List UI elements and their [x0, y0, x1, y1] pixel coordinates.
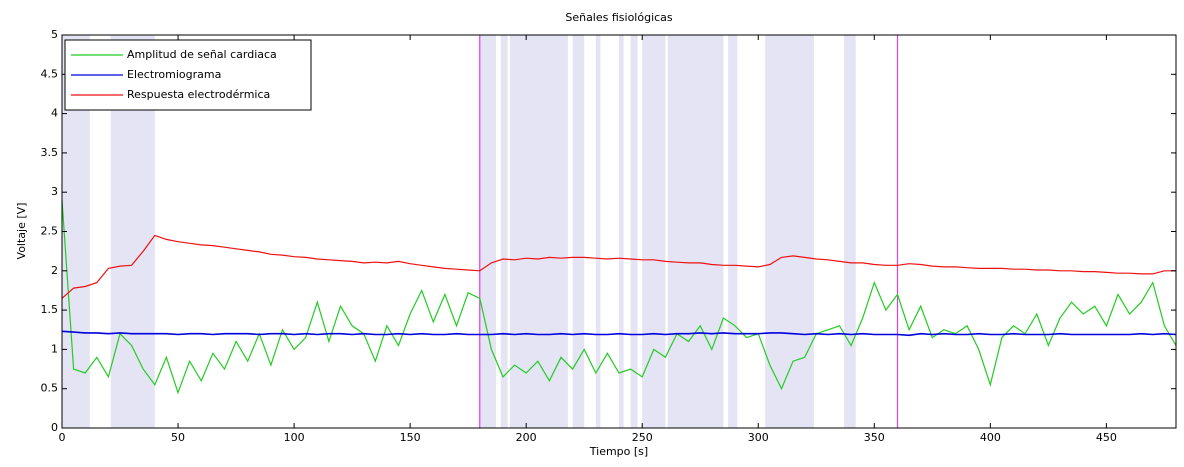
x-tick-label: 300 — [748, 431, 769, 444]
shaded-region — [667, 35, 724, 428]
shaded-region — [630, 35, 638, 428]
shaded-region — [509, 35, 568, 428]
y-tick-label: 1.5 — [41, 303, 59, 316]
y-tick-label: 0.5 — [41, 382, 59, 395]
x-tick-label: 150 — [400, 431, 421, 444]
y-tick-label: 2 — [51, 264, 58, 277]
shaded-region — [642, 35, 666, 428]
x-tick-label: 100 — [284, 431, 305, 444]
shaded-region — [479, 35, 496, 428]
x-tick-label: 200 — [516, 431, 537, 444]
y-tick-label: 1 — [51, 342, 58, 355]
y-tick-label: 3.5 — [41, 146, 59, 159]
y-tick-label: 4.5 — [41, 67, 59, 80]
x-tick-label: 400 — [980, 431, 1001, 444]
chart-title: Señales fisiológicas — [565, 11, 673, 24]
legend-label: Electromiograma — [127, 68, 221, 81]
series-line — [61, 234, 1176, 299]
x-tick-label: 0 — [59, 431, 66, 444]
series-line — [61, 330, 1177, 337]
y-axis-label: Voltaje [V] — [15, 203, 28, 260]
shaded-region — [595, 35, 601, 428]
shaded-region — [572, 35, 585, 428]
shaded-region — [619, 35, 624, 428]
y-tick-label: 3 — [51, 185, 58, 198]
x-tick-label: 450 — [1096, 431, 1117, 444]
shaded-region — [765, 35, 814, 428]
series-line — [61, 200, 1177, 395]
y-tick-label: 5 — [51, 28, 58, 41]
y-tick-label: 4 — [51, 107, 58, 120]
legend-label: Amplitud de señal cardiaca — [127, 48, 277, 61]
y-tick-label: 2.5 — [41, 225, 59, 238]
legend-label: Respuesta electrodérmica — [127, 88, 270, 101]
y-tick-label: 0 — [51, 421, 58, 434]
x-tick-label: 350 — [864, 431, 885, 444]
x-axis-label: Tiempo [s] — [589, 445, 648, 458]
x-tick-label: 250 — [632, 431, 653, 444]
shaded-region — [844, 35, 856, 428]
shaded-region — [728, 35, 738, 428]
x-tick-label: 50 — [171, 431, 185, 444]
shaded-region — [500, 35, 508, 428]
